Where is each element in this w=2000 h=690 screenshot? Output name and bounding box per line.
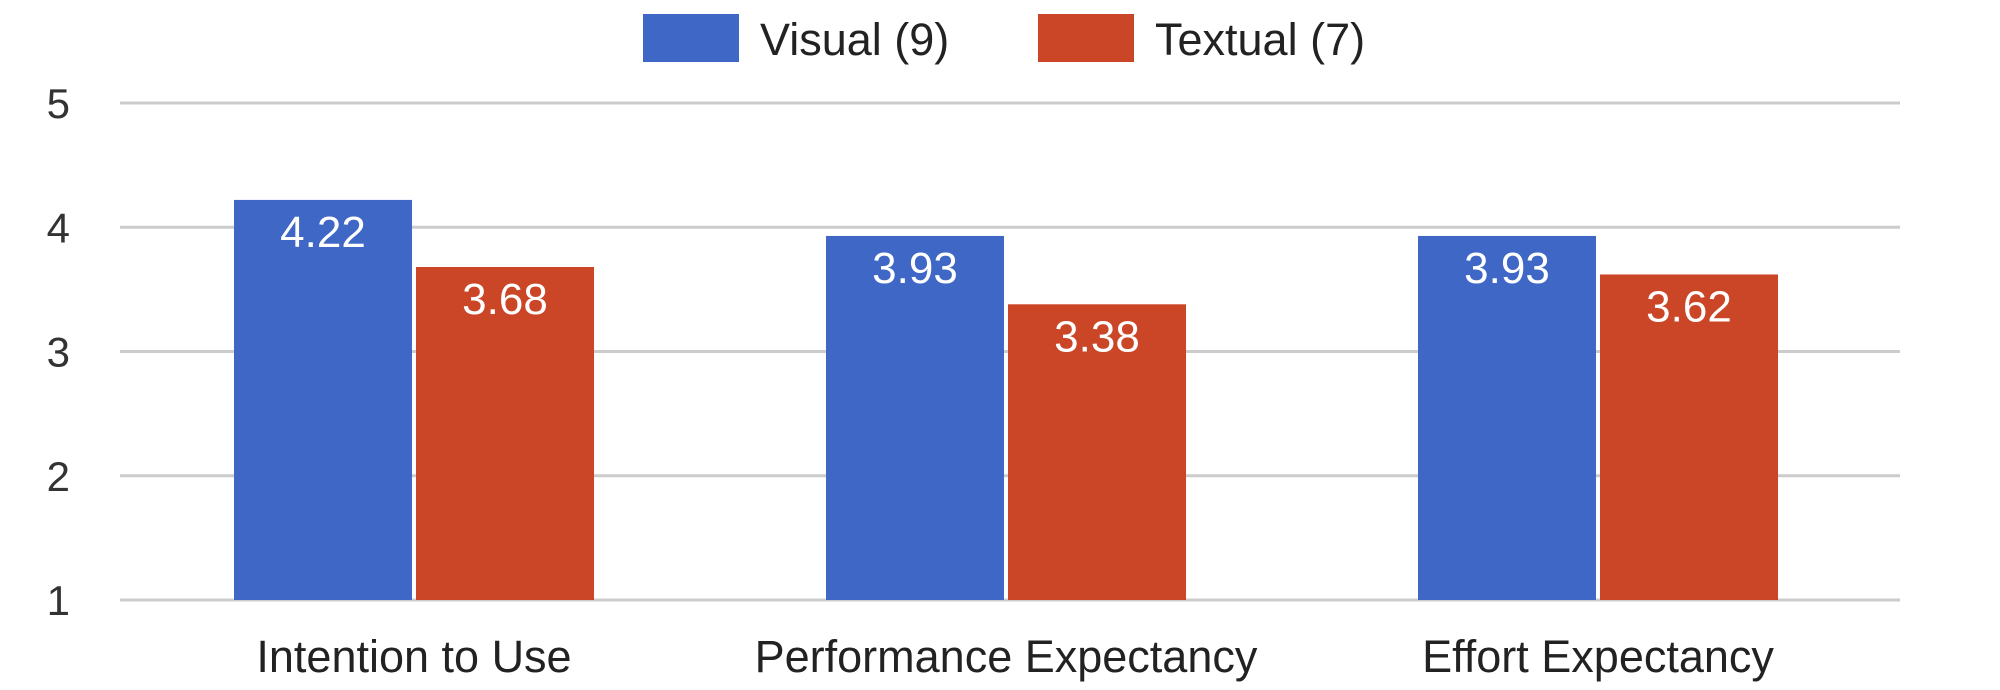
bar-value-label: 4.22: [280, 208, 366, 257]
y-tick-label: 5: [47, 80, 70, 127]
x-category-label: Intention to Use: [256, 631, 571, 682]
bar-value-label: 3.93: [872, 244, 958, 293]
bar-visual-0: [234, 199, 412, 601]
bar-visual-1: [826, 235, 1004, 600]
bar-value-label: 3.68: [462, 275, 548, 324]
y-tick-label: 1: [47, 577, 70, 624]
legend-swatch: [1038, 14, 1134, 62]
y-tick-label: 2: [47, 453, 70, 500]
legend-swatch: [643, 14, 739, 62]
bar-visual-2: [1418, 235, 1596, 600]
legend: Visual (9) Textual (7): [643, 14, 1365, 65]
bar-textual-1: [1008, 304, 1186, 600]
y-tick-label: 4: [47, 204, 70, 251]
x-category-label: Performance Expectancy: [755, 631, 1258, 682]
x-category-label: Effort Expectancy: [1422, 631, 1774, 682]
bar-value-label: 3.38: [1054, 312, 1140, 361]
bar-textual-2: [1600, 274, 1778, 600]
legend-label: Visual (9): [760, 14, 949, 65]
data-labels: 4.22 3.68 3.93 3.38 3.93 3.62: [280, 208, 1732, 361]
y-axis-ticks: 1 2 3 4 5: [47, 80, 70, 624]
legend-label: Textual (7): [1155, 14, 1365, 65]
bar-textual-0: [416, 267, 594, 600]
y-tick-label: 3: [47, 329, 70, 376]
bar-value-label: 3.62: [1646, 282, 1732, 331]
bars: [234, 199, 1778, 601]
x-axis-categories: Intention to Use Performance Expectancy Ef…: [256, 631, 1774, 682]
bar-value-label: 3.93: [1464, 244, 1550, 293]
